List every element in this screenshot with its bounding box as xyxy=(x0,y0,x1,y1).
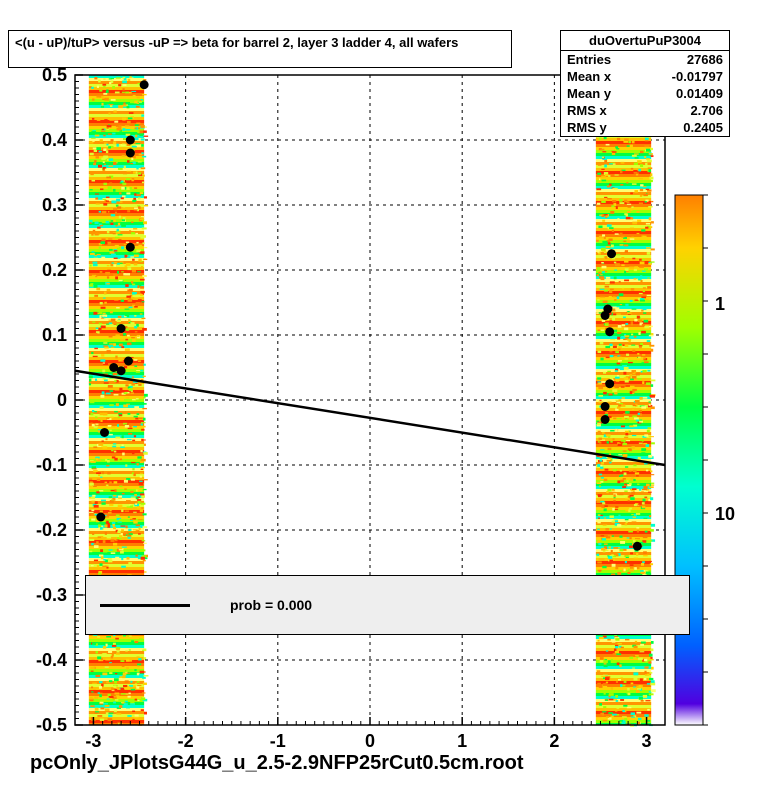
svg-text:2: 2 xyxy=(549,731,559,751)
svg-text:-1: -1 xyxy=(270,731,286,751)
svg-text:-2: -2 xyxy=(178,731,194,751)
svg-text:-3: -3 xyxy=(85,731,101,751)
stats-entries-label: Entries xyxy=(567,52,611,67)
svg-text:-0.3: -0.3 xyxy=(36,585,67,605)
svg-text:-0.1: -0.1 xyxy=(36,455,67,475)
stats-box: duOvertuPuP3004 Entries 27686 Mean x -0.01… xyxy=(560,30,730,137)
stats-meany-label: Mean y xyxy=(567,86,611,101)
stats-meanx-value: -0.01797 xyxy=(672,69,723,84)
legend-line-sample xyxy=(100,604,190,607)
root-canvas: -3 -2 -1 0 1 2 3 -0.5 -0.4 -0.3 -0.2 -0.1 0 0.1 0.2 0.3… xyxy=(0,0,760,780)
stats-entries-value: 27686 xyxy=(687,52,723,67)
svg-text:0.2: 0.2 xyxy=(42,260,67,280)
footer-filename: pcOnly_JPlotsG44G_u_2.5-2.9NFP25rCut0.5c… xyxy=(30,752,524,775)
svg-text:-0.4: -0.4 xyxy=(36,650,67,670)
svg-text:1: 1 xyxy=(457,731,467,751)
plot-title-box: <(u - uP)/tuP> versus -uP => beta for ba… xyxy=(8,30,512,68)
svg-text:10: 10 xyxy=(715,504,735,524)
svg-text:-0.2: -0.2 xyxy=(36,520,67,540)
stats-rmsy-value: 0.2405 xyxy=(683,120,723,135)
svg-text:1: 1 xyxy=(715,294,725,314)
svg-text:0.5: 0.5 xyxy=(42,65,67,85)
stats-meany-value: 0.01409 xyxy=(676,86,723,101)
svg-text:0.4: 0.4 xyxy=(42,130,67,150)
svg-text:0: 0 xyxy=(365,731,375,751)
svg-text:-0.5: -0.5 xyxy=(36,715,67,735)
svg-text:0.1: 0.1 xyxy=(42,325,67,345)
legend-text: prob = 0.000 xyxy=(230,597,312,613)
stats-rmsx-label: RMS x xyxy=(567,103,607,118)
stats-meanx-label: Mean x xyxy=(567,69,611,84)
footer-text: pcOnly_JPlotsG44G_u_2.5-2.9NFP25rCut0.5c… xyxy=(30,752,524,774)
stats-name: duOvertuPuP3004 xyxy=(561,31,729,51)
plot-title: <(u - uP)/tuP> versus -uP => beta for ba… xyxy=(15,35,458,50)
svg-text:0.3: 0.3 xyxy=(42,195,67,215)
stats-rmsy-label: RMS y xyxy=(567,120,607,135)
legend-box: prob = 0.000 xyxy=(85,575,690,635)
svg-text:3: 3 xyxy=(642,731,652,751)
stats-rmsx-value: 2.706 xyxy=(690,103,723,118)
svg-text:0: 0 xyxy=(57,390,67,410)
